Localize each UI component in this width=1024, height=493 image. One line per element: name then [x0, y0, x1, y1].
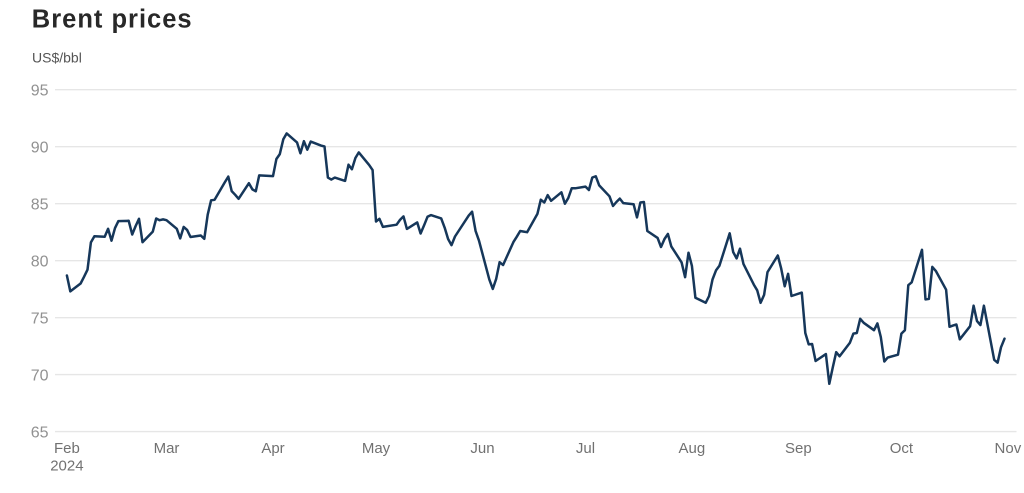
svg-text:75: 75 — [31, 311, 49, 328]
svg-text:Feb: Feb — [54, 440, 80, 457]
svg-text:Jul: Jul — [576, 440, 595, 457]
svg-text:US$/bbl: US$/bbl — [32, 50, 82, 66]
svg-text:Brent prices: Brent prices — [32, 6, 193, 34]
svg-text:65: 65 — [31, 424, 49, 441]
svg-text:90: 90 — [31, 140, 49, 157]
svg-text:Sep: Sep — [785, 440, 812, 457]
svg-text:Aug: Aug — [679, 440, 706, 457]
svg-text:May: May — [362, 440, 391, 457]
svg-text:80: 80 — [31, 254, 49, 271]
svg-text:85: 85 — [31, 197, 49, 214]
svg-text:2024: 2024 — [50, 458, 83, 475]
svg-text:Nov: Nov — [995, 440, 1022, 457]
svg-text:Jun: Jun — [470, 440, 494, 457]
svg-text:Oct: Oct — [890, 440, 914, 457]
svg-text:95: 95 — [31, 83, 49, 100]
svg-text:Apr: Apr — [261, 440, 284, 457]
svg-text:Mar: Mar — [154, 440, 180, 457]
svg-text:70: 70 — [31, 367, 49, 384]
